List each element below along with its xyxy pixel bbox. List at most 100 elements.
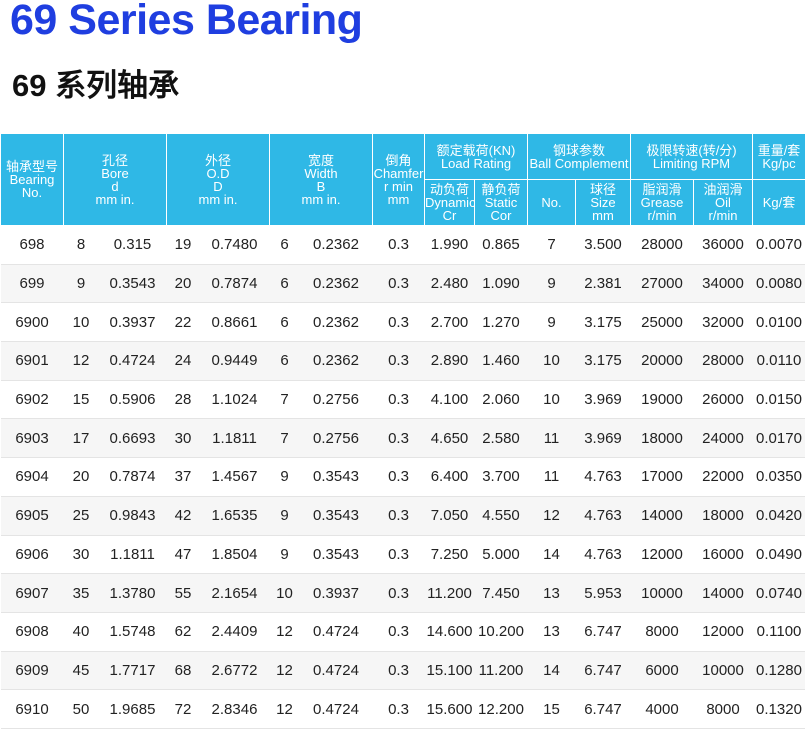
- table-cell: 6902: [1, 380, 64, 419]
- table-cell: 3.969: [576, 419, 631, 458]
- table-cell: 3.500: [576, 226, 631, 265]
- table-cell: 30: [167, 419, 200, 458]
- table-cell: 698: [1, 226, 64, 265]
- table-cell: 32000: [694, 303, 753, 342]
- table-cell: 11.200: [475, 651, 528, 690]
- table-cell: 14: [528, 651, 576, 690]
- header-line: 钢球参数: [528, 144, 630, 157]
- header-line: d: [64, 180, 166, 193]
- table-cell: 17: [64, 419, 99, 458]
- table-cell: 1.7717: [99, 651, 167, 690]
- table-cell: 0.3: [373, 496, 425, 535]
- table-cell: 4.763: [576, 458, 631, 497]
- table-cell: 12: [64, 342, 99, 381]
- table-cell: 12: [528, 496, 576, 535]
- table-cell: 0.3: [373, 380, 425, 419]
- header-line: r/min: [631, 209, 693, 222]
- table-cell: 28000: [631, 226, 694, 265]
- table-cell: 2.580: [475, 419, 528, 458]
- table-cell: 0.6693: [99, 419, 167, 458]
- header-line: No.: [528, 196, 575, 209]
- table-cell: 0.8661: [200, 303, 270, 342]
- table-cell: 0.1280: [753, 651, 805, 690]
- header-line: mm: [576, 209, 630, 222]
- table-cell: 6000: [631, 651, 694, 690]
- table-cell: 6: [270, 264, 300, 303]
- table-cell: 10000: [694, 651, 753, 690]
- table-cell: 50: [64, 690, 99, 729]
- table-cell: 11.200: [425, 574, 475, 613]
- header-line: Bore: [64, 167, 166, 180]
- table-cell: 0.5906: [99, 380, 167, 419]
- table-cell: 7.050: [425, 496, 475, 535]
- table-cell: 14000: [631, 496, 694, 535]
- table-cell: 15.100: [425, 651, 475, 690]
- table-cell: 0.315: [99, 226, 167, 265]
- table-cell: 9: [270, 458, 300, 497]
- table-cell: 10000: [631, 574, 694, 613]
- table-cell: 0.3: [373, 612, 425, 651]
- table-cell: 6910: [1, 690, 64, 729]
- table-cell: 0.3543: [300, 496, 373, 535]
- table-cell: 36000: [694, 226, 753, 265]
- header-line: Cr: [425, 209, 474, 222]
- table-cell: 8: [64, 226, 99, 265]
- header-line: D: [167, 180, 269, 193]
- table-cell: 2.890: [425, 342, 475, 381]
- header-line: 重量/套: [753, 144, 805, 157]
- table-cell: 8000: [631, 612, 694, 651]
- table-cell: 47: [167, 535, 200, 574]
- header-line: Limiting RPM: [631, 157, 752, 170]
- table-cell: 6.400: [425, 458, 475, 497]
- table-cell: 6: [270, 342, 300, 381]
- table-cell: 0.3937: [300, 574, 373, 613]
- table-cell: 0.0110: [753, 342, 805, 381]
- table-cell: 1.090: [475, 264, 528, 303]
- table-cell: 0.2362: [300, 264, 373, 303]
- header-line: mm in.: [270, 193, 372, 206]
- header-line: Load Rating: [425, 157, 527, 170]
- table-cell: 0.0350: [753, 458, 805, 497]
- table-cell: 0.3: [373, 574, 425, 613]
- table-cell: 0.2362: [300, 342, 373, 381]
- header-line: mm in.: [64, 193, 166, 206]
- table-cell: 12: [270, 612, 300, 651]
- table-cell: 6908: [1, 612, 64, 651]
- table-cell: 0.0740: [753, 574, 805, 613]
- table-cell: 22000: [694, 458, 753, 497]
- table-cell: 6: [270, 303, 300, 342]
- table-cell: 2.381: [576, 264, 631, 303]
- table-cell: 62: [167, 612, 200, 651]
- table-cell: 3.700: [475, 458, 528, 497]
- table-cell: 12: [270, 690, 300, 729]
- header-line: mm in.: [167, 193, 269, 206]
- table-cell: 0.3: [373, 535, 425, 574]
- table-cell: 1.4567: [200, 458, 270, 497]
- table-cell: 0.3: [373, 651, 425, 690]
- table-cell: 6: [270, 226, 300, 265]
- table-cell: 6.747: [576, 690, 631, 729]
- header-line: r min: [373, 180, 424, 193]
- table-cell: 0.3937: [99, 303, 167, 342]
- table-cell: 0.0420: [753, 496, 805, 535]
- table-cell: 6906: [1, 535, 64, 574]
- title: 69 Series Bearing: [10, 0, 362, 45]
- header-line: Cor: [475, 209, 527, 222]
- table-cell: 24: [167, 342, 200, 381]
- table-cell: 42: [167, 496, 200, 535]
- table-cell: 45: [64, 651, 99, 690]
- table-cell: 0.0080: [753, 264, 805, 303]
- table-cell: 0.3543: [99, 264, 167, 303]
- table-cell: 0.0150: [753, 380, 805, 419]
- table-cell: 7.250: [425, 535, 475, 574]
